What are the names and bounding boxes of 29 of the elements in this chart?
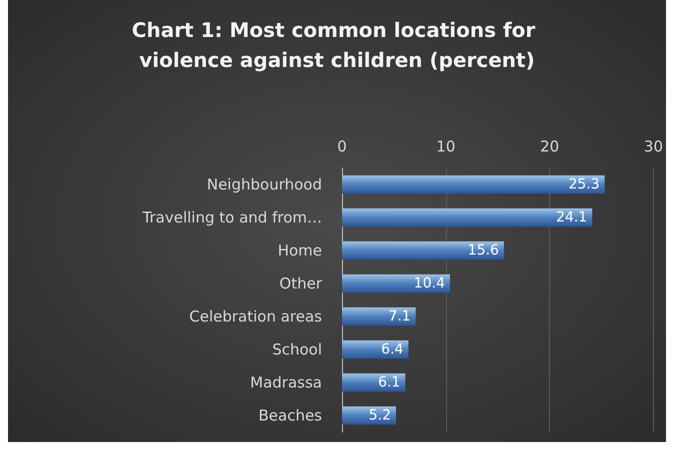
y-tick-label: Celebration areas xyxy=(189,308,322,326)
data-label: 6.1 xyxy=(378,374,400,390)
y-tick-label: Neighbourhood xyxy=(206,176,322,194)
x-tick-label: 30 xyxy=(644,138,664,156)
bar xyxy=(342,340,408,359)
y-tick-label: Other xyxy=(279,274,323,292)
data-label: 6.4 xyxy=(381,342,404,358)
bar xyxy=(342,175,605,194)
bar xyxy=(342,274,450,293)
x-tick-label: 20 xyxy=(540,138,560,156)
y-tick-label: Beaches xyxy=(258,406,322,424)
y-tick-label: Madrassa xyxy=(250,374,322,392)
x-tick-label: 10 xyxy=(436,138,456,156)
bar xyxy=(342,307,416,326)
data-label: 5.2 xyxy=(368,408,391,424)
bar xyxy=(342,241,504,260)
data-label: 25.3 xyxy=(568,176,600,192)
y-tick-label: Home xyxy=(278,242,322,260)
chart-title: Chart 1: Most common locations for violence against children (percent) xyxy=(132,18,542,72)
data-label: 10.4 xyxy=(414,276,446,292)
bar xyxy=(342,406,396,425)
bar xyxy=(342,208,592,227)
bar xyxy=(342,373,406,392)
data-label: 7.1 xyxy=(388,308,411,324)
data-label: 24.1 xyxy=(556,210,588,226)
y-tick-label: School xyxy=(272,340,322,358)
x-tick-label: 0 xyxy=(337,138,347,156)
data-label: 15.6 xyxy=(468,242,500,258)
y-tick-label: Travelling to and from… xyxy=(142,208,322,226)
